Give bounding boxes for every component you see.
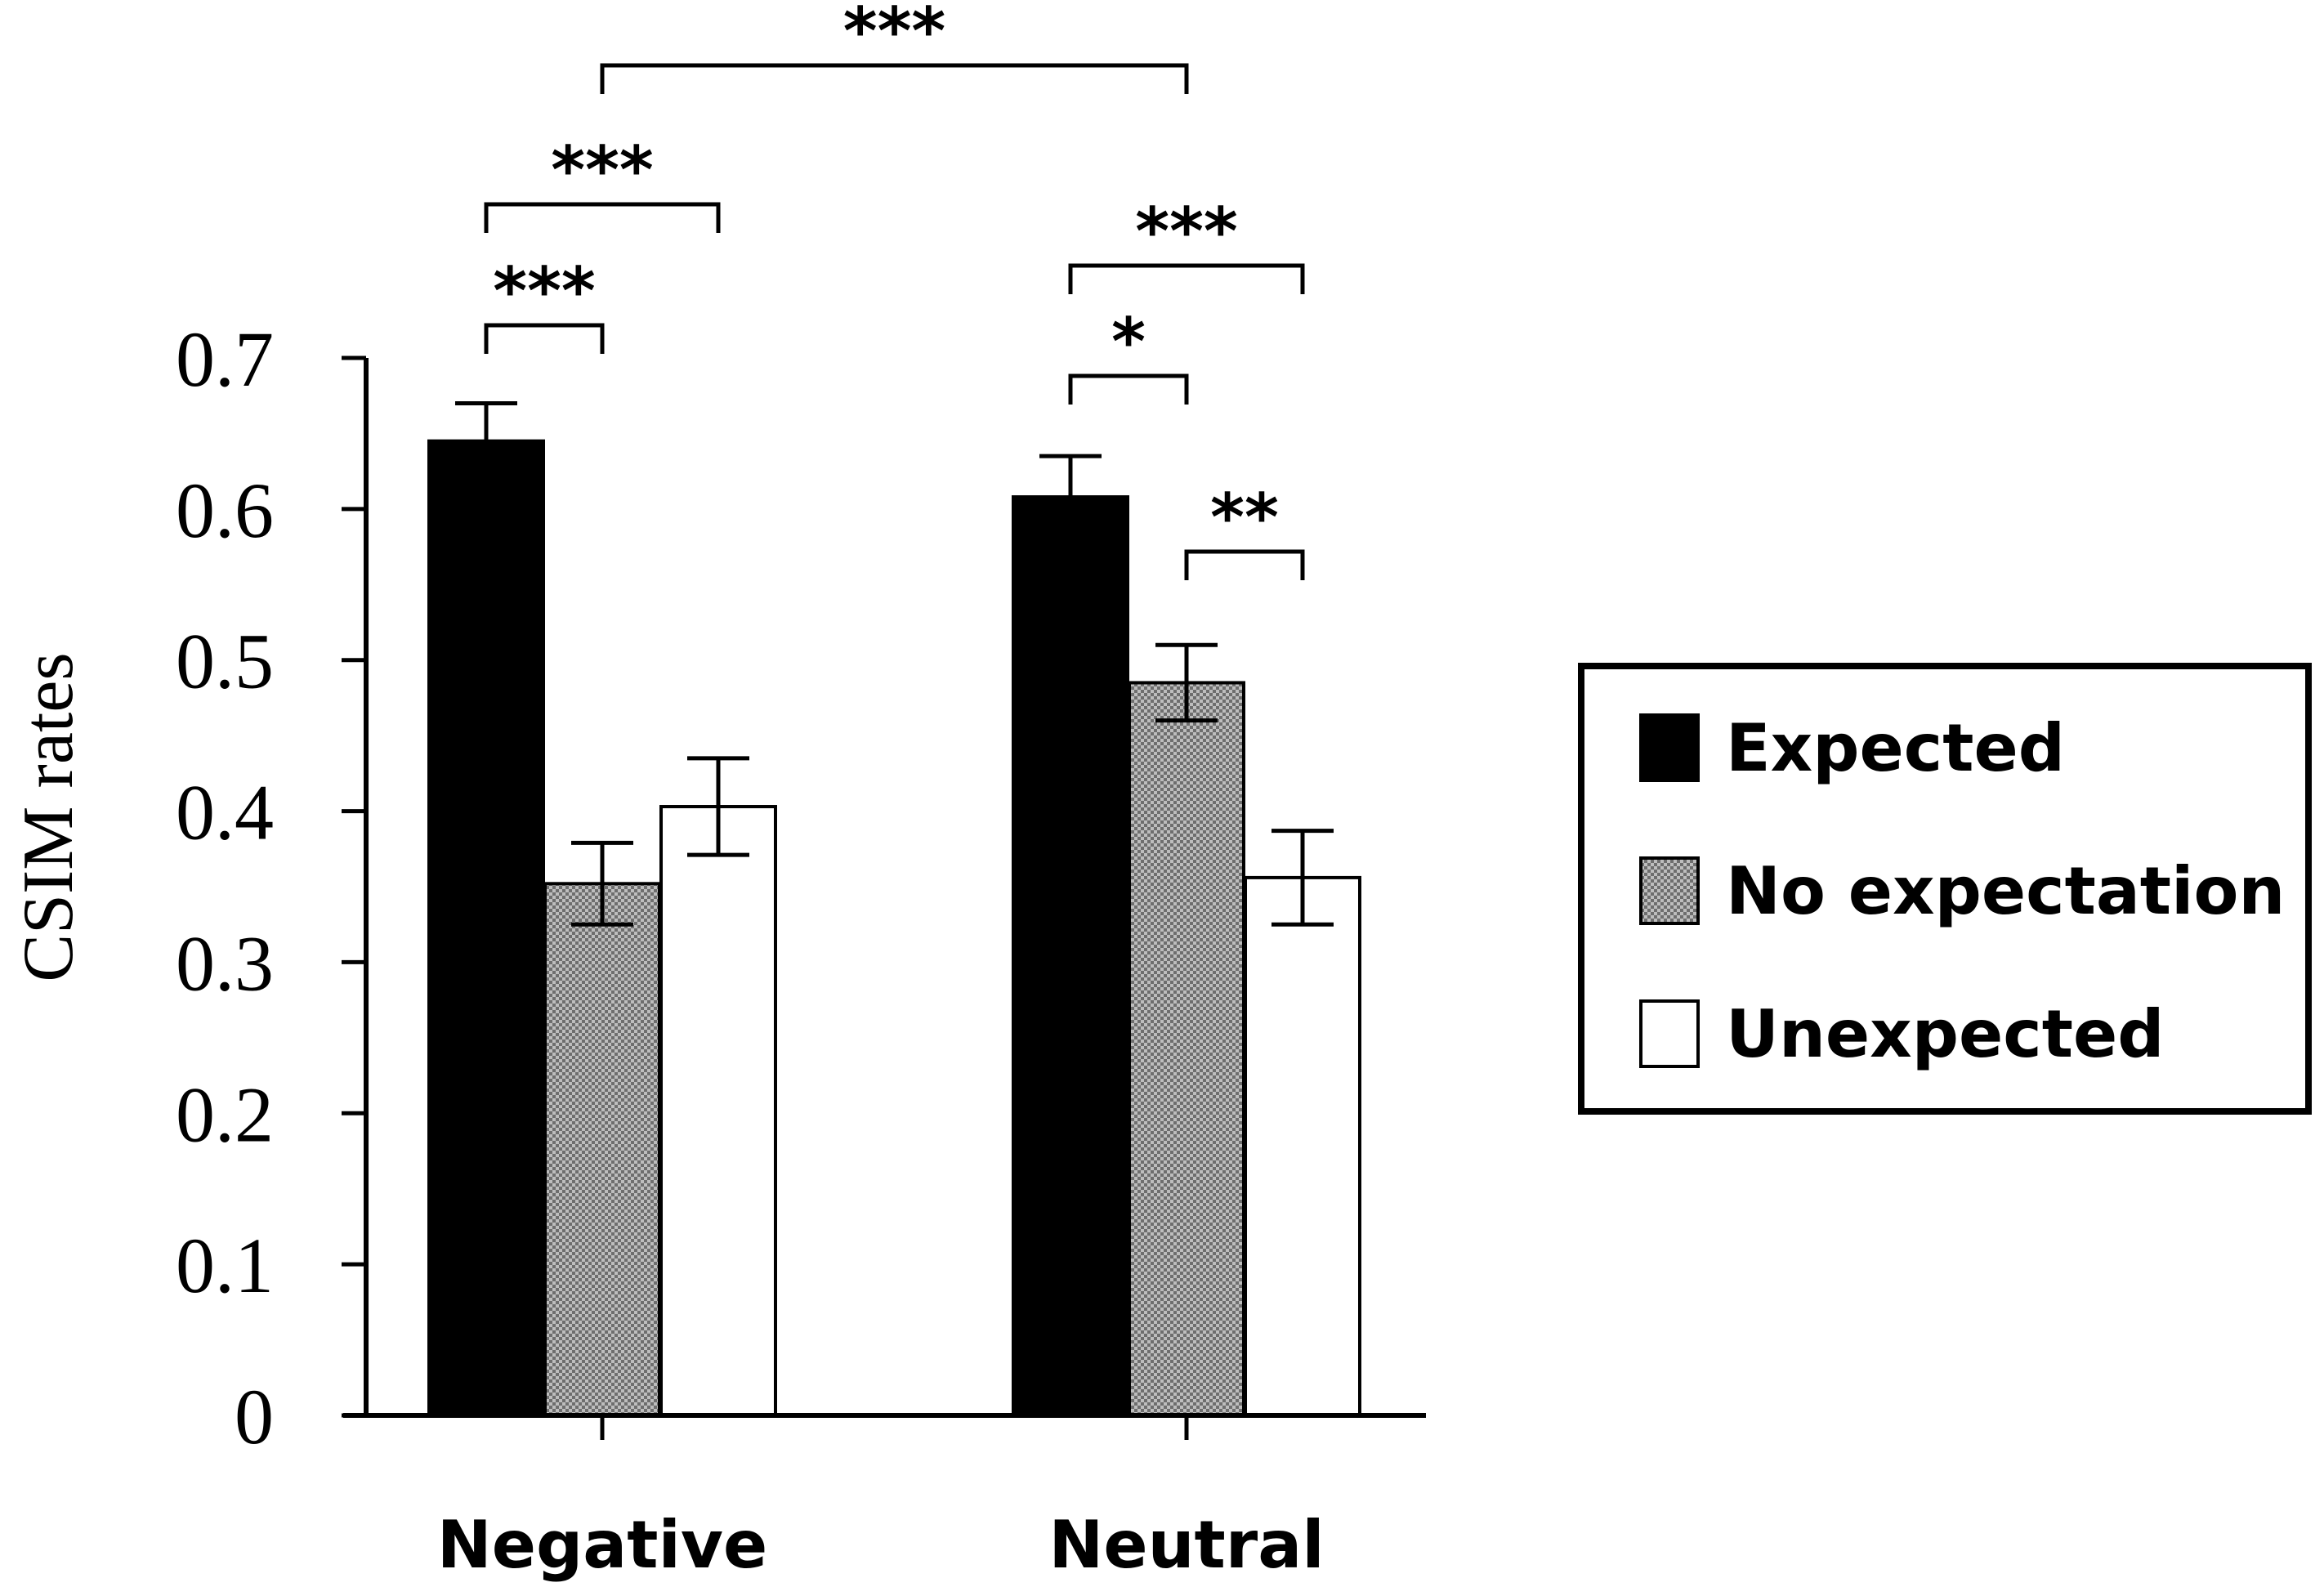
y-tick-label: 0.5 — [176, 618, 274, 705]
significance-label: ** — [1210, 480, 1279, 556]
significance-label: *** — [493, 253, 596, 329]
legend-swatch-expected — [1639, 713, 1700, 782]
y-axis-title: CSIM rates — [9, 652, 88, 981]
bar-neutral-expected — [1012, 495, 1129, 1417]
legend-frame — [1578, 663, 2312, 1115]
y-tick-label: 0.6 — [176, 467, 274, 554]
legend-label-expected: Expected — [1726, 710, 2065, 786]
y-tick-label: 0.1 — [176, 1222, 274, 1309]
y-tick-label: 0.4 — [176, 769, 274, 856]
legend-swatch-no-expectation — [1639, 856, 1700, 925]
significance-label: *** — [551, 132, 654, 208]
bar-neutral-no-expectation — [1128, 681, 1245, 1417]
legend: Expected No expectation Unexpected — [1578, 663, 2312, 1115]
bar-negative-expected — [427, 439, 545, 1418]
legend-label-unexpected: Unexpected — [1726, 996, 2164, 1072]
bars-layer — [427, 439, 1361, 1418]
x-tick-label-neutral: Neutral — [1048, 1507, 1324, 1583]
x-tick-label-negative: Negative — [437, 1507, 768, 1583]
significance-bracket — [1068, 263, 1305, 294]
significance-layer: *************** — [484, 0, 1305, 580]
error-bars-layer — [455, 400, 1334, 927]
y-tick-label: 0 — [235, 1373, 274, 1460]
legend-label-no-expectation: No expectation — [1726, 853, 2285, 929]
legend-swatch-unexpected — [1639, 999, 1700, 1068]
y-tick-label: 0.7 — [176, 315, 274, 403]
significance-label: * — [1111, 304, 1146, 380]
significance-bracket — [1184, 549, 1305, 580]
significance-bracket — [1068, 373, 1189, 405]
y-tick-label: 0.2 — [176, 1071, 274, 1158]
bar-negative-no-expectation — [543, 882, 661, 1417]
significance-label: *** — [1135, 194, 1238, 270]
axes-layer: 0 0.1 0.2 0.3 0.4 0.5 0.6 0.7 Negative Neutral — [176, 315, 1426, 1583]
bar-neutral-unexpected — [1244, 875, 1361, 1417]
significance-label: *** — [843, 0, 946, 69]
significance-bracket — [600, 63, 1189, 94]
y-tick-label: 0.3 — [176, 919, 274, 1007]
bar-negative-unexpected — [659, 805, 777, 1417]
significance-bracket — [484, 202, 721, 233]
significance-bracket — [484, 323, 605, 354]
